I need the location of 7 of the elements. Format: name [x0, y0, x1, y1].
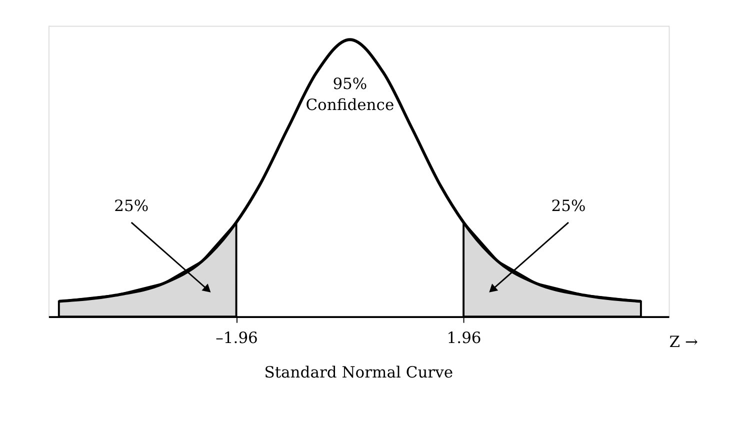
- x-tick-label: –1.96: [216, 329, 258, 348]
- annotation: 25%: [114, 197, 149, 216]
- annotation: 95% Confidence: [306, 74, 394, 114]
- annotation: 25%: [551, 197, 586, 216]
- text: Standard Normal Curve: [264, 364, 454, 382]
- x-tick-label: 1.96: [446, 329, 482, 348]
- x-axis-title: Z →: [669, 333, 698, 352]
